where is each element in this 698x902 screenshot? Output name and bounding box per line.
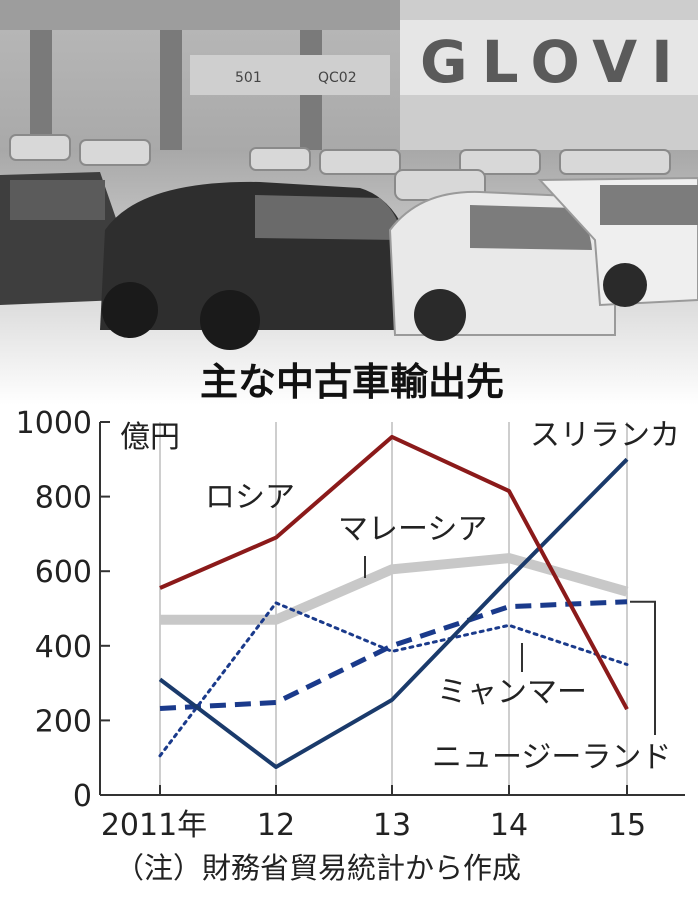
y-tick-label-600: 600	[35, 555, 92, 590]
y-tick-label-1000: 1000	[16, 406, 92, 441]
series-lines	[158, 434, 629, 769]
series-label-2: スリランカ	[530, 418, 680, 453]
series-line-1	[160, 553, 629, 625]
x-tick-label-1: 12	[257, 808, 295, 843]
car-yard-photo: 501 QC02 GLOVI	[0, 0, 698, 405]
crane-label-501: 501	[235, 70, 262, 86]
series-line-2	[158, 457, 629, 769]
x-tick-label-2: 13	[373, 808, 411, 843]
series-label-3: ミャンマー	[437, 675, 587, 710]
series-line-4	[159, 599, 628, 711]
x-tick-label-3: 14	[490, 808, 528, 843]
y-tick-label-800: 800	[35, 481, 92, 516]
building-sign: GLOVI	[420, 28, 687, 96]
y-tick-label-0: 0	[73, 779, 92, 814]
y-tick-label-200: 200	[35, 704, 92, 739]
y-axis-ticks: 0 200 400 600 800 1000	[16, 406, 110, 814]
series-line-3	[158, 601, 629, 758]
y-tick-label-400: 400	[35, 630, 92, 665]
chart-title: 主な中古車輸出先	[200, 360, 504, 404]
series-line-0	[159, 434, 629, 711]
series-label-4: ニュージーランド	[432, 740, 671, 775]
y-axis-unit: 億円	[120, 420, 180, 455]
x-tick-label-0: 2011年	[101, 808, 207, 843]
grid	[159, 422, 628, 795]
x-axis-ticks: 2011年 12 13 14 15	[101, 785, 646, 843]
series-label-1: マレーシア	[338, 512, 487, 547]
crane-label-qc02: QC02	[318, 70, 357, 86]
series-label-0: ロシア	[205, 480, 295, 515]
leader-newzealand	[630, 600, 656, 735]
source-note: （注）財務省貿易統計から作成	[115, 851, 521, 885]
x-tick-label-4: 15	[608, 808, 646, 843]
